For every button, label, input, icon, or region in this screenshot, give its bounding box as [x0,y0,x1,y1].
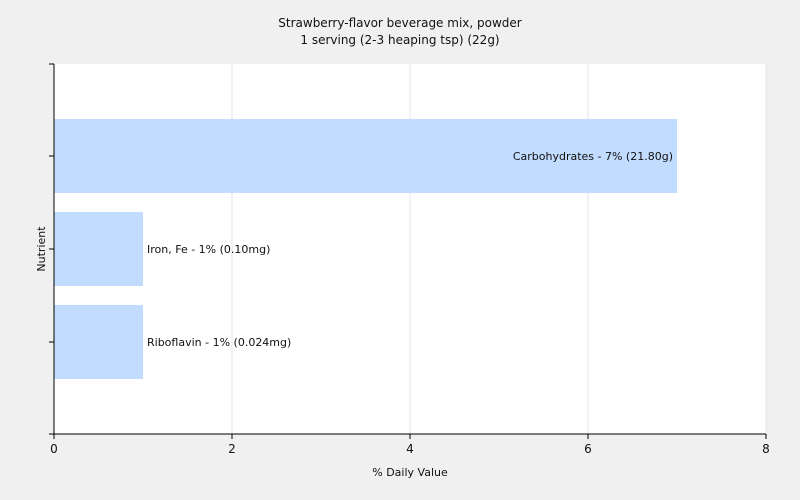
chart-subtitle: 1 serving (2-3 heaping tsp) (22g) [300,33,499,47]
bar-series [54,119,677,379]
x-axis-ticks: 0 2 4 6 8 [50,434,770,456]
x-tick-label: 4 [406,442,414,456]
y-axis-label: Nutrient [35,226,48,272]
x-tick-label: 0 [50,442,58,456]
bar [54,212,143,286]
bar-labels: Carbohydrates - 7% (21.80g) Iron, Fe - 1%… [147,150,673,349]
bar-label: Riboflavin - 1% (0.024mg) [147,336,291,349]
x-axis-label: % Daily Value [372,466,448,479]
x-tick-label: 6 [584,442,592,456]
x-tick-label: 8 [762,442,770,456]
bar-label: Iron, Fe - 1% (0.10mg) [147,243,270,256]
x-tick-label: 2 [228,442,236,456]
bar [54,305,143,379]
bar-label: Carbohydrates - 7% (21.80g) [513,150,673,163]
chart-title: Strawberry-flavor beverage mix, powder [278,16,522,30]
y-axis-ticks [49,63,54,435]
bar [54,119,677,193]
